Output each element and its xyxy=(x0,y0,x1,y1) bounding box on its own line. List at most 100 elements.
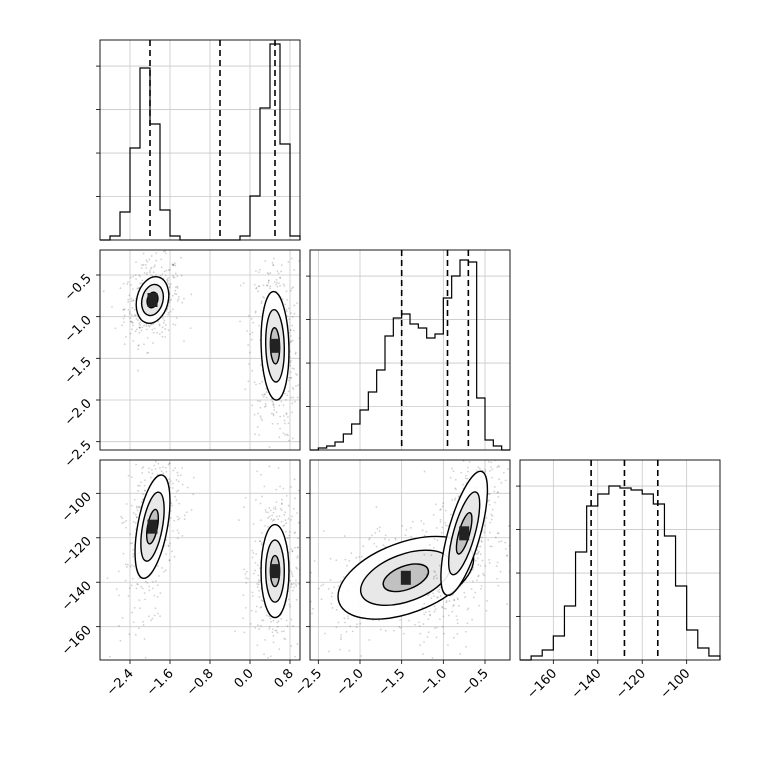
hist-2-steps xyxy=(520,485,721,661)
pair-2-point xyxy=(480,539,483,542)
pair-2-point xyxy=(489,493,491,496)
pair-1-point xyxy=(168,482,171,484)
pair-2-point xyxy=(302,586,304,588)
pair-1-point xyxy=(260,531,263,534)
pair-1-point xyxy=(285,530,287,533)
pair-2-point xyxy=(469,571,472,574)
pair-0-point xyxy=(148,258,151,261)
pair-1-point xyxy=(144,580,147,583)
pair-1-point xyxy=(274,508,277,511)
pair-2-point xyxy=(477,575,480,578)
pair-2-point xyxy=(419,632,422,635)
pair-0-point xyxy=(283,284,286,287)
pair-2-point xyxy=(477,466,480,469)
pair-0-point xyxy=(291,402,294,405)
pair-1-point xyxy=(297,537,299,540)
pair-2-point xyxy=(424,611,427,614)
pair-2-point xyxy=(489,521,492,524)
pair-2-point xyxy=(451,498,454,501)
pair-2-point xyxy=(486,600,488,602)
pair-1-point xyxy=(142,620,144,623)
pair-2-point xyxy=(327,650,330,653)
pair-2-point xyxy=(432,577,435,580)
pair-2-frame xyxy=(309,459,511,661)
pair-2-point xyxy=(411,520,414,523)
pair-1-point xyxy=(138,506,140,509)
pair-0-point xyxy=(146,352,148,354)
pair-2-point xyxy=(399,619,402,621)
pair-2-point xyxy=(485,609,488,612)
pair-1-point xyxy=(171,504,174,507)
pair-2-point xyxy=(504,541,507,544)
pair-2-point xyxy=(442,502,445,505)
pair-2-point xyxy=(488,531,491,534)
pair-1-point xyxy=(175,499,178,501)
pair-2-point xyxy=(480,587,482,590)
pair-2-point xyxy=(470,588,473,590)
pair-2-point xyxy=(466,466,469,469)
pair-0-point xyxy=(259,364,262,366)
pair-2-point xyxy=(433,570,436,572)
pair-1-point xyxy=(170,502,173,505)
pair-0-point xyxy=(135,328,138,331)
pair-0-point xyxy=(135,278,138,280)
pair-2-point xyxy=(358,556,361,558)
pair-2-point xyxy=(408,619,411,622)
pair-0-point xyxy=(289,371,292,373)
pair-0-point xyxy=(292,396,295,399)
pair-0-point xyxy=(291,367,294,370)
pair-1-point xyxy=(121,517,124,520)
pair-0-point xyxy=(284,392,287,395)
pair-2-point xyxy=(350,552,353,555)
pair-0-point xyxy=(134,330,137,333)
pair-1-point xyxy=(296,556,299,559)
pair-1-point xyxy=(294,583,297,585)
pair-2-point xyxy=(490,454,492,456)
pair-0-point xyxy=(164,252,167,255)
pair-1-point xyxy=(261,619,264,622)
pair-2-point xyxy=(426,636,429,638)
pair-0-point xyxy=(260,417,262,420)
pair-0-point xyxy=(150,266,153,269)
pair-0-point xyxy=(167,313,170,316)
pair-2-point xyxy=(413,623,416,626)
pair-2-point xyxy=(331,607,334,609)
pair-1-point xyxy=(260,542,263,544)
pair-1-point xyxy=(164,466,167,469)
pair-1-point xyxy=(169,510,172,512)
pair-1-point xyxy=(252,572,255,575)
pair-2-point xyxy=(427,594,429,597)
pair-0-point xyxy=(173,276,176,279)
pair-2-point xyxy=(445,524,447,527)
pair-2-point xyxy=(420,520,423,522)
pair-1-point xyxy=(267,525,269,528)
pair-1-point xyxy=(251,591,254,594)
pair-1-point xyxy=(154,607,157,610)
pair-1-point xyxy=(286,625,289,627)
pair-0-point xyxy=(258,324,260,327)
pair-0-point xyxy=(121,324,123,327)
pair-2-point xyxy=(329,579,332,581)
pair-2-point xyxy=(495,458,497,460)
pair-2-point xyxy=(451,467,454,470)
pair-0-point xyxy=(287,379,290,382)
pair-1-point xyxy=(280,498,283,501)
pair-0-point xyxy=(278,404,281,407)
pair-1-point xyxy=(118,624,120,627)
pair-1-point xyxy=(290,486,292,488)
pair-1-content xyxy=(100,460,300,660)
pair-0-point xyxy=(129,311,131,313)
pair-2-point xyxy=(425,592,428,595)
pair-1-point xyxy=(252,595,254,597)
pair-panel-0-2 xyxy=(99,459,301,661)
pair-1-point xyxy=(144,489,146,492)
pair-2-point xyxy=(384,538,386,540)
pair-0-point xyxy=(153,327,156,330)
pair-2-point xyxy=(491,508,494,511)
pair-0-point xyxy=(246,330,249,332)
pair-1-point xyxy=(154,468,157,470)
pair-0-point xyxy=(294,353,297,355)
pair-1-point xyxy=(263,653,266,656)
pair-2-point xyxy=(320,598,323,601)
